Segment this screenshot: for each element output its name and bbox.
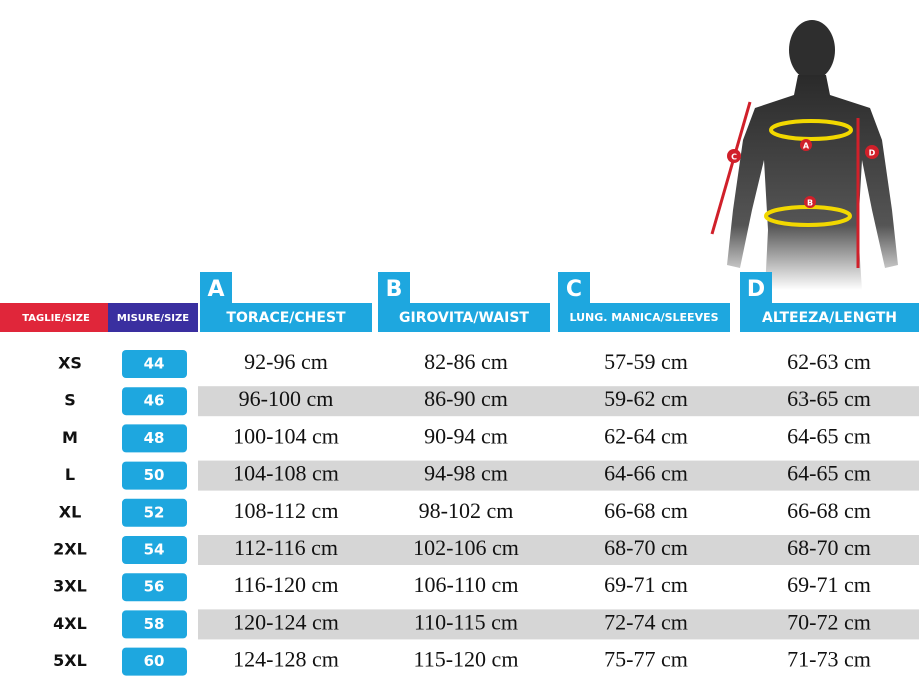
measure-value: 90-94 cm	[424, 423, 508, 448]
measure-header: MISURE/SIZE	[117, 313, 189, 324]
measure-cell: 60	[144, 652, 165, 670]
measure-value: 92-96 cm	[244, 349, 328, 374]
measure-value: 68-70 cm	[787, 535, 871, 560]
silhouette	[710, 20, 898, 290]
measure-value: 112-116 cm	[234, 535, 338, 560]
measure-value: 100-104 cm	[233, 423, 339, 448]
column-label: GIROVITA/WAIST	[399, 310, 529, 326]
measure-value: 108-112 cm	[234, 498, 339, 523]
measure-value: 59-62 cm	[604, 386, 688, 411]
measure-value: 72-74 cm	[604, 609, 688, 634]
measure-value: 66-68 cm	[787, 498, 871, 523]
measure-value: 96-100 cm	[239, 386, 334, 411]
measure-badge	[122, 536, 187, 564]
header: TAGLIE/SIZE MISURE/SIZE	[0, 303, 198, 332]
measure-value: 57-59 cm	[604, 349, 688, 374]
measure-cell: 58	[144, 615, 165, 633]
measure-value: 66-68 cm	[604, 498, 688, 523]
measure-badge	[122, 424, 187, 453]
size-cell: M	[62, 428, 78, 447]
measure-badge	[122, 387, 187, 416]
size-cell: S	[64, 391, 76, 410]
measure-value: 115-120 cm	[414, 647, 519, 672]
measure-value: 102-106 cm	[413, 535, 519, 560]
measure-value: 124-128 cm	[233, 647, 339, 672]
size-cell: L	[65, 465, 75, 484]
measure-cell: 46	[144, 392, 165, 410]
measure-badge	[122, 350, 187, 378]
measure-value: 68-70 cm	[604, 535, 688, 560]
measure-badge	[122, 647, 187, 676]
size-cell: 5XL	[53, 651, 87, 670]
measure-cell: 50	[144, 466, 165, 484]
measure-value: 82-86 cm	[424, 349, 508, 374]
size-header-bg	[0, 303, 108, 332]
column-letter-bg	[200, 272, 232, 304]
measure-cell: 44	[144, 355, 165, 373]
measure-badge	[122, 498, 187, 527]
column-letter-bg	[558, 272, 590, 304]
measure-badge	[122, 610, 187, 639]
measure-value: 70-72 cm	[787, 609, 871, 634]
figure-label: D	[869, 149, 876, 158]
measure-header-bg	[108, 303, 198, 332]
column-label: LUNG. MANICA/SLEEVES	[569, 311, 718, 324]
row-stripe	[198, 535, 919, 565]
measure-cell: 54	[144, 541, 165, 559]
measure-value: 64-66 cm	[604, 461, 688, 486]
measure-value: 63-65 cm	[787, 386, 871, 411]
column-header-bg	[378, 303, 550, 332]
measure-value: 104-108 cm	[233, 461, 339, 486]
column-letter: A	[207, 277, 224, 302]
row-stripe	[198, 386, 919, 417]
figure-label: C	[731, 153, 737, 162]
measure-value: 120-124 cm	[233, 609, 339, 634]
size-cell: 2XL	[53, 540, 87, 559]
size-cell: 3XL	[53, 577, 87, 596]
size-cell: XL	[59, 502, 82, 521]
row-stripe	[198, 460, 919, 491]
measure-value: 62-64 cm	[604, 423, 688, 448]
column-header-bg	[200, 303, 372, 332]
measure-value: 71-73 cm	[787, 647, 871, 672]
column-letter-bg	[740, 272, 772, 304]
row-stripe	[198, 609, 919, 640]
size-header: TAGLIE/SIZE	[22, 313, 90, 324]
size-cell: XS	[58, 354, 82, 373]
measure-value: 64-65 cm	[787, 423, 871, 448]
measure-value: 116-120 cm	[234, 572, 339, 597]
figure-label: B	[807, 199, 813, 208]
column-header-bg	[740, 303, 919, 332]
measure-value: 98-102 cm	[419, 498, 514, 523]
measure-value: 94-98 cm	[424, 461, 508, 486]
column-letter-bg	[378, 272, 410, 304]
column-letter: C	[566, 277, 582, 302]
figure-label: A	[803, 142, 810, 151]
measure-value: 69-71 cm	[787, 572, 871, 597]
measure-value: 62-63 cm	[787, 349, 871, 374]
measure-badge	[122, 461, 187, 490]
measure-value: 64-65 cm	[787, 461, 871, 486]
measure-value: 110-115 cm	[414, 609, 518, 634]
measure-cell: 52	[144, 503, 165, 521]
column-label: ALTEEZA/LENGTH	[762, 310, 897, 326]
measure-badge	[122, 573, 187, 602]
measure-cell: 56	[144, 578, 165, 596]
measure-value: 106-110 cm	[414, 572, 519, 597]
measure-value: 69-71 cm	[604, 572, 688, 597]
measure-value: 86-90 cm	[424, 386, 508, 411]
column-label: TORACE/CHEST	[226, 310, 346, 326]
size-cell: 4XL	[53, 614, 87, 633]
measure-value: 75-77 cm	[604, 647, 688, 672]
measure-cell: 48	[144, 429, 165, 447]
column-header-bg	[558, 303, 730, 332]
column-letter: D	[747, 277, 765, 302]
column-letter: B	[386, 277, 403, 302]
